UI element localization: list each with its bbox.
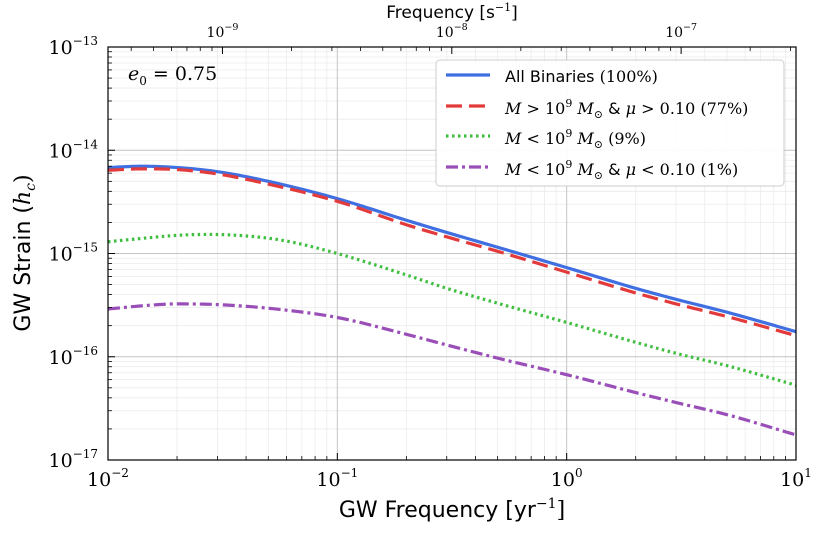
series-line-3 [107, 232, 797, 387]
legend: All Binaries (100%) M > 109 M⊙ & μ > 0.1… [435, 59, 785, 187]
x-tick-label: 100 [551, 466, 583, 491]
y-tick-label: 10−16 [48, 344, 98, 369]
legend-label-all: All Binaries (100%) [505, 67, 658, 86]
top-tick-label: 10−8 [436, 22, 468, 41]
legend-frame [435, 59, 785, 187]
eccentricity-annotation: e0 = 0.75 [128, 63, 217, 88]
y-tick-label: 10−13 [48, 34, 98, 59]
x-tick-label: 10−2 [87, 466, 129, 491]
top-tick-label: 10−9 [207, 22, 239, 41]
series-line-4 [107, 302, 797, 437]
legend-label-massive-high-mu: M > 109 M⊙ & μ > 0.10 (77%) [504, 97, 748, 121]
x-axis-label: GW Frequency [yr−1] [339, 496, 565, 523]
y-tick-label: 10−14 [48, 137, 98, 162]
legend-label-light: M < 109 M⊙ (9%) [504, 127, 646, 151]
x-tick-label: 10−1 [316, 466, 358, 491]
series-layer [107, 164, 797, 437]
y-tick-label: 10−15 [48, 241, 98, 266]
series-line-2 [107, 167, 797, 338]
x-tick-label: 101 [780, 466, 812, 491]
top-axis-label: Frequency [s−1] [386, 1, 518, 23]
axis-ticks: 10−2 10−1 100 101 10−13 10−14 10−15 10−16 10−17 1… [48, 22, 811, 491]
top-tick-label: 10−7 [665, 22, 697, 41]
series-line-1 [107, 164, 797, 334]
y-tick-label: 10−17 [48, 447, 98, 472]
y-axis-label: GW Strain (hc) [11, 174, 39, 331]
legend-label-light-low-mu: M < 109 M⊙ & μ < 0.10 (1%) [504, 158, 738, 182]
